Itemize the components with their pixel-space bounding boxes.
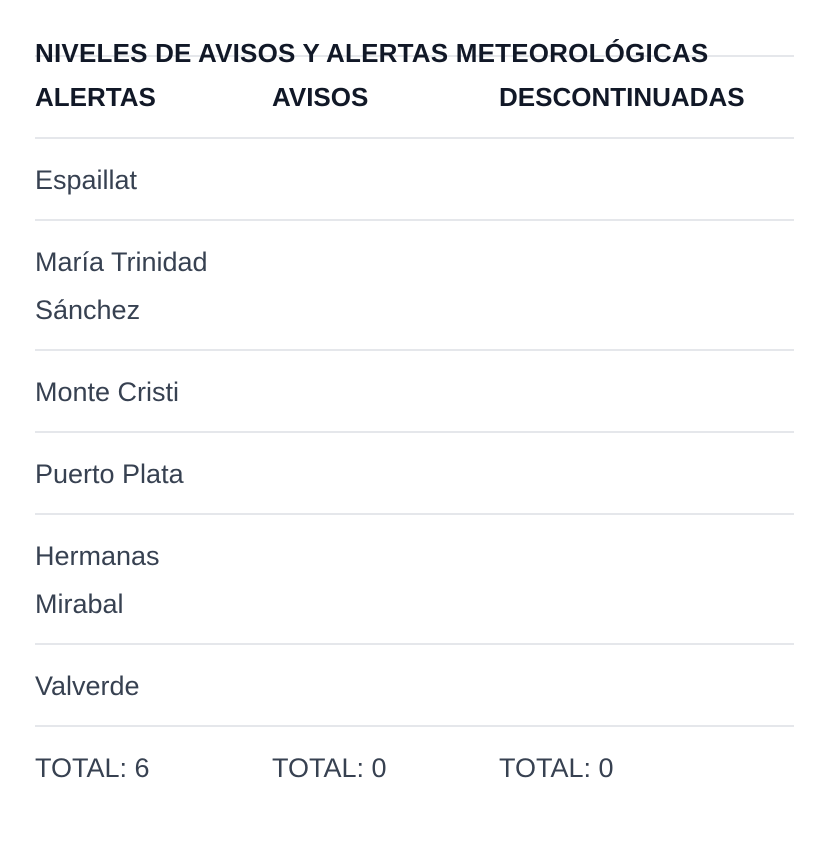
column-header-avisos: AVISOS [272,57,499,139]
total-alertas: TOTAL: 6 [35,753,150,783]
total-avisos: TOTAL: 0 [272,753,387,783]
cell-alertas: María Trinidad Sánchez [35,220,272,351]
column-header-alertas: ALERTAS [35,57,272,139]
panel-title: NIVELES DE AVISOS Y ALERTAS METEOROLÓGIC… [35,0,794,68]
cell-alertas: Espaillat [35,138,272,221]
alerts-table: ALERTAS AVISOS DESCONTINUADAS Espaillat … [35,57,794,807]
cell-alertas: Puerto Plata [35,432,272,515]
alerts-panel: NIVELES DE AVISOS Y ALERTAS METEOROLÓGIC… [35,0,794,807]
table-row: Hermanas Mirabal [35,514,794,645]
cell-descontinuadas [499,644,794,727]
cell-descontinuadas [499,432,794,515]
total-descontinuadas: TOTAL: 0 [499,753,614,783]
cell-avisos [272,432,499,515]
cell-avisos [272,220,499,351]
table-header-row: ALERTAS AVISOS DESCONTINUADAS [35,57,794,139]
column-header-descontinuadas: DESCONTINUADAS [499,57,794,139]
cell-avisos [272,350,499,433]
cell-alertas: Valverde [35,644,272,727]
totals-row: TOTAL: 6 TOTAL: 0 TOTAL: 0 [35,726,794,807]
cell-alertas: Hermanas Mirabal [35,514,272,645]
cell-avisos [272,514,499,645]
table-row: Valverde [35,644,794,727]
cell-avisos [272,644,499,727]
table-row: Puerto Plata [35,432,794,515]
cell-avisos [272,138,499,221]
cell-alertas: Monte Cristi [35,350,272,433]
cell-descontinuadas [499,350,794,433]
cell-descontinuadas [499,220,794,351]
cell-descontinuadas [499,514,794,645]
table-row: María Trinidad Sánchez [35,220,794,351]
table-row: Espaillat [35,138,794,221]
table-row: Monte Cristi [35,350,794,433]
cell-descontinuadas [499,138,794,221]
